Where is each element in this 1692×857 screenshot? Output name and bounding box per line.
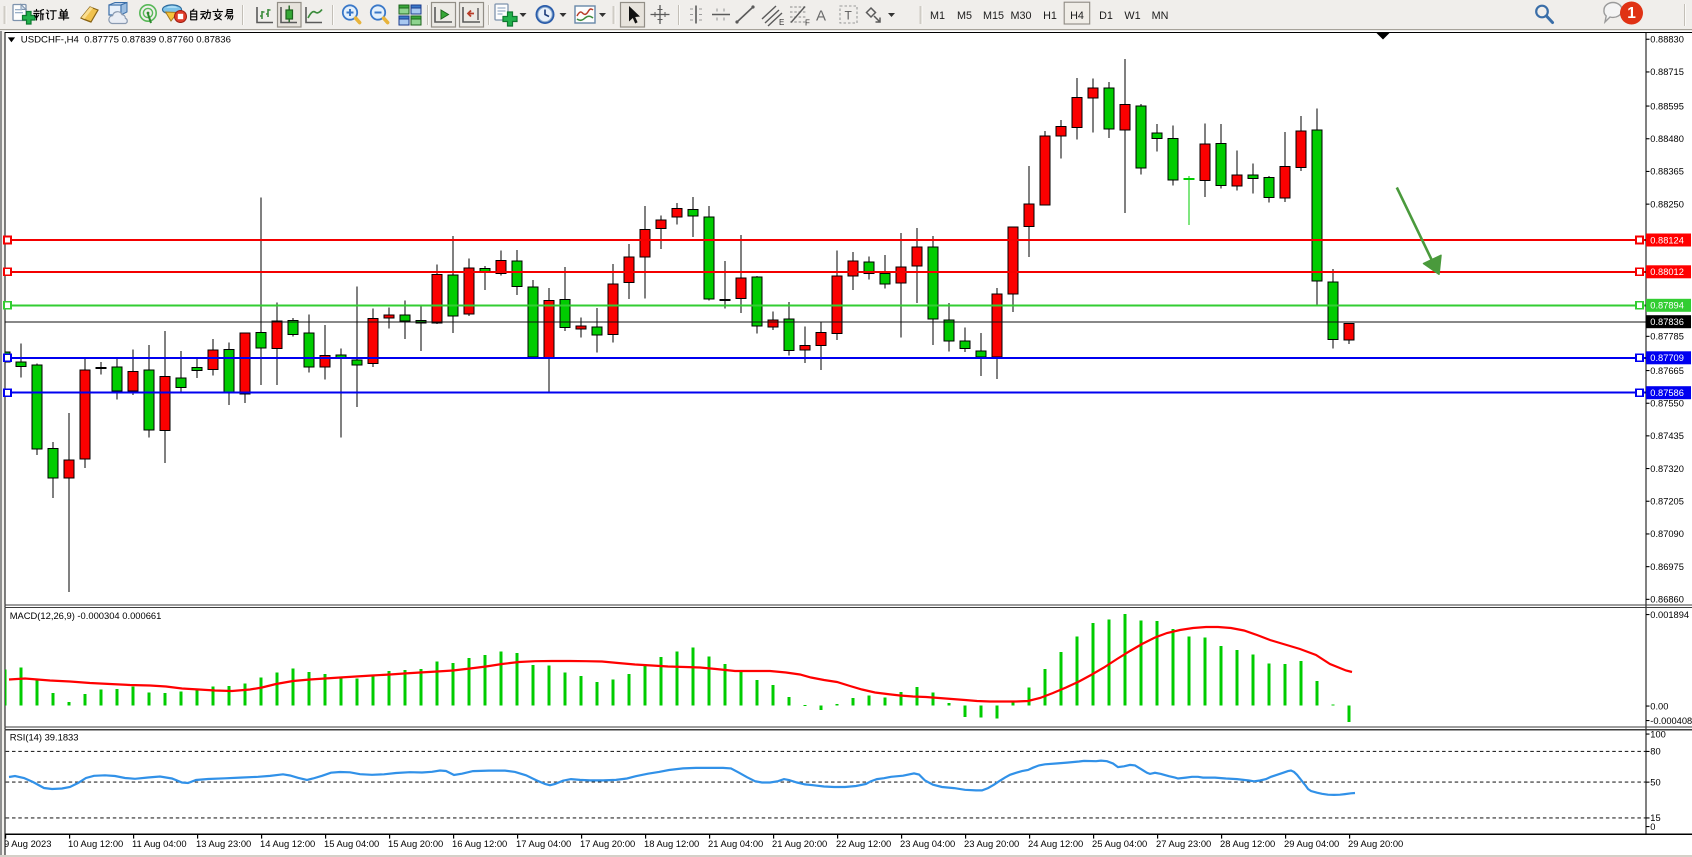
svg-text:0.88480: 0.88480 bbox=[1650, 134, 1684, 144]
svg-text:MN: MN bbox=[1152, 10, 1169, 22]
svg-text:0.86975: 0.86975 bbox=[1650, 562, 1684, 572]
svg-text:0: 0 bbox=[1650, 822, 1655, 832]
svg-text:17 Aug 20:00: 17 Aug 20:00 bbox=[580, 838, 635, 849]
svg-text:0.86860: 0.86860 bbox=[1650, 595, 1684, 605]
svg-text:10 Aug 12:00: 10 Aug 12:00 bbox=[68, 838, 123, 849]
svg-text:0.87205: 0.87205 bbox=[1650, 497, 1684, 507]
svg-text:USDCHF-,H4 0.87775 0.87839 0.: USDCHF-,H4 0.87775 0.87839 0.87760 0.878… bbox=[21, 35, 231, 46]
svg-text:M1: M1 bbox=[930, 10, 945, 22]
svg-text:13 Aug 23:00: 13 Aug 23:00 bbox=[196, 838, 251, 849]
svg-text:22 Aug 12:00: 22 Aug 12:00 bbox=[836, 838, 891, 849]
svg-text:25 Aug 04:00: 25 Aug 04:00 bbox=[1092, 838, 1147, 849]
svg-text:9 Aug 2023: 9 Aug 2023 bbox=[4, 838, 51, 849]
svg-text:0.88715: 0.88715 bbox=[1650, 67, 1684, 77]
svg-text:0.001894: 0.001894 bbox=[1650, 610, 1689, 620]
svg-text:0.88124: 0.88124 bbox=[1650, 235, 1684, 245]
svg-text:H1: H1 bbox=[1043, 10, 1057, 22]
svg-text:0.87894: 0.87894 bbox=[1650, 301, 1684, 311]
svg-text:A: A bbox=[816, 8, 826, 25]
svg-text:18 Aug 12:00: 18 Aug 12:00 bbox=[644, 838, 699, 849]
svg-text:16 Aug 12:00: 16 Aug 12:00 bbox=[452, 838, 507, 849]
svg-text:50: 50 bbox=[1650, 777, 1660, 787]
svg-text:0.88595: 0.88595 bbox=[1650, 101, 1684, 111]
svg-text:100: 100 bbox=[1650, 729, 1666, 739]
svg-text:-0.000408: -0.000408 bbox=[1650, 716, 1692, 726]
svg-text:M30: M30 bbox=[1010, 10, 1031, 22]
svg-text:17 Aug 04:00: 17 Aug 04:00 bbox=[516, 838, 571, 849]
svg-text:23 Aug 20:00: 23 Aug 20:00 bbox=[964, 838, 1019, 849]
svg-text:0.88012: 0.88012 bbox=[1650, 267, 1684, 277]
svg-text:24 Aug 12:00: 24 Aug 12:00 bbox=[1028, 838, 1083, 849]
svg-text:0.87435: 0.87435 bbox=[1650, 431, 1684, 441]
svg-text:0.87709: 0.87709 bbox=[1650, 353, 1684, 363]
svg-text:21 Aug 20:00: 21 Aug 20:00 bbox=[772, 838, 827, 849]
svg-text:0.88365: 0.88365 bbox=[1650, 167, 1684, 177]
svg-text:0.88830: 0.88830 bbox=[1650, 35, 1684, 45]
svg-text:0.87836: 0.87836 bbox=[1650, 317, 1684, 327]
svg-text:21 Aug 04:00: 21 Aug 04:00 bbox=[708, 838, 763, 849]
svg-text:15: 15 bbox=[1650, 813, 1660, 823]
svg-text:80: 80 bbox=[1650, 747, 1660, 757]
svg-text:0.87550: 0.87550 bbox=[1650, 399, 1684, 409]
svg-text:29 Aug 20:00: 29 Aug 20:00 bbox=[1348, 838, 1403, 849]
svg-text:0.87665: 0.87665 bbox=[1650, 366, 1684, 376]
svg-text:H4: H4 bbox=[1070, 10, 1084, 22]
svg-text:15 Aug 20:00: 15 Aug 20:00 bbox=[388, 838, 443, 849]
svg-text:0.87090: 0.87090 bbox=[1650, 529, 1684, 539]
svg-text:F: F bbox=[805, 19, 810, 28]
svg-text:14 Aug 12:00: 14 Aug 12:00 bbox=[260, 838, 315, 849]
svg-text:W1: W1 bbox=[1124, 10, 1140, 22]
svg-text:27 Aug 23:00: 27 Aug 23:00 bbox=[1156, 838, 1211, 849]
svg-text:RSI(14) 39.1833: RSI(14) 39.1833 bbox=[10, 732, 79, 743]
svg-text:15 Aug 04:00: 15 Aug 04:00 bbox=[324, 838, 379, 849]
svg-text:M5: M5 bbox=[957, 10, 972, 22]
svg-text:E: E bbox=[779, 18, 784, 27]
svg-text:0.87586: 0.87586 bbox=[1650, 388, 1684, 398]
svg-text:0.88250: 0.88250 bbox=[1650, 199, 1684, 209]
svg-text:0.00: 0.00 bbox=[1650, 701, 1668, 711]
svg-text:0.87320: 0.87320 bbox=[1650, 464, 1684, 474]
svg-text:M15: M15 bbox=[983, 10, 1004, 22]
svg-text:1: 1 bbox=[1627, 5, 1636, 22]
svg-text:23 Aug 04:00: 23 Aug 04:00 bbox=[900, 838, 955, 849]
svg-text:11 Aug 04:00: 11 Aug 04:00 bbox=[132, 838, 187, 849]
svg-text:28 Aug 12:00: 28 Aug 12:00 bbox=[1220, 838, 1275, 849]
svg-text:0.87785: 0.87785 bbox=[1650, 332, 1684, 342]
svg-text:D1: D1 bbox=[1099, 10, 1113, 22]
svg-text:T: T bbox=[845, 9, 853, 23]
svg-text:29 Aug 04:00: 29 Aug 04:00 bbox=[1284, 838, 1339, 849]
svg-text:MACD(12,26,9) -0.000304 0.0006: MACD(12,26,9) -0.000304 0.000661 bbox=[10, 610, 162, 621]
